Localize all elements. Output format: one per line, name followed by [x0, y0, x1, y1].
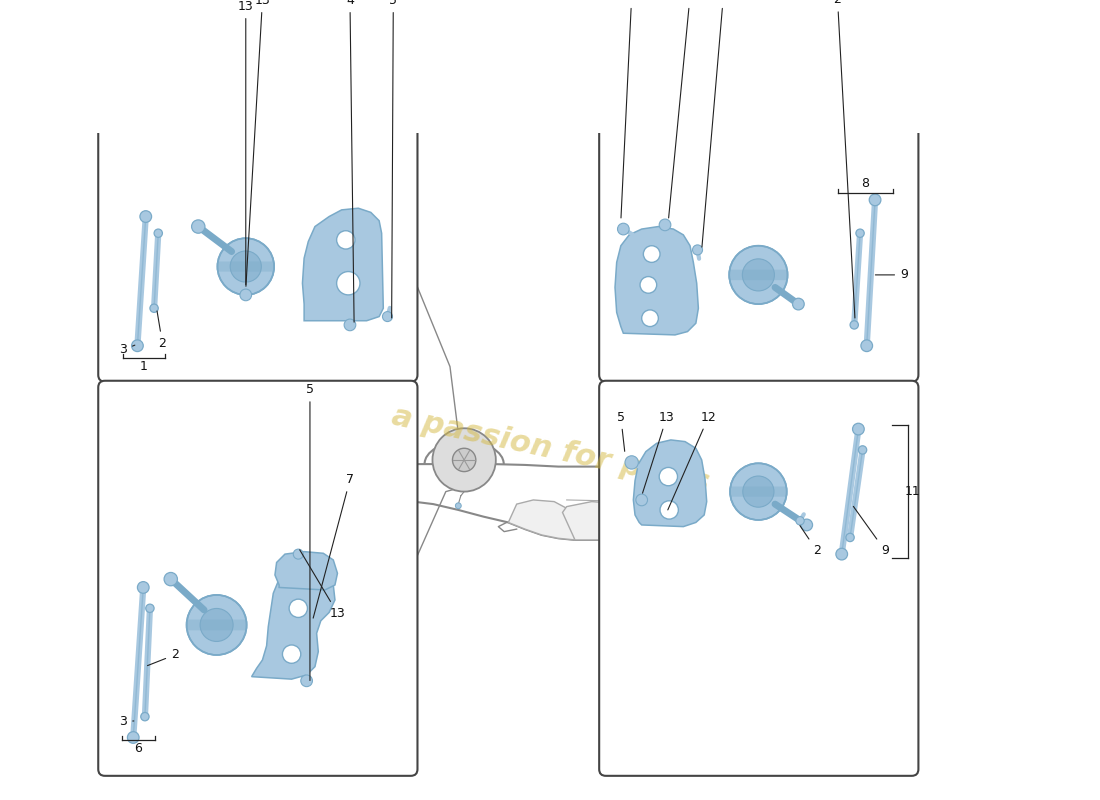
Circle shape — [150, 304, 158, 313]
Circle shape — [200, 609, 233, 642]
Circle shape — [625, 456, 638, 469]
Circle shape — [792, 298, 804, 310]
Circle shape — [128, 732, 139, 743]
Text: a passion for parts: a passion for parts — [388, 402, 712, 498]
Circle shape — [730, 463, 786, 520]
Circle shape — [187, 595, 246, 655]
Circle shape — [636, 494, 648, 506]
Circle shape — [294, 549, 304, 559]
Circle shape — [617, 223, 629, 235]
Circle shape — [146, 604, 154, 613]
Circle shape — [693, 245, 703, 255]
Text: 11: 11 — [904, 485, 920, 498]
FancyBboxPatch shape — [98, 0, 418, 382]
Circle shape — [627, 426, 693, 494]
Circle shape — [858, 446, 867, 454]
Circle shape — [729, 246, 788, 304]
Polygon shape — [271, 460, 767, 540]
FancyBboxPatch shape — [187, 619, 246, 630]
Polygon shape — [508, 500, 575, 540]
Circle shape — [383, 311, 393, 322]
Text: 13: 13 — [642, 410, 674, 493]
Circle shape — [659, 219, 671, 230]
Circle shape — [856, 229, 865, 238]
Text: 1: 1 — [140, 360, 148, 373]
Circle shape — [300, 675, 312, 686]
Text: 9: 9 — [854, 506, 889, 557]
Circle shape — [659, 467, 678, 486]
Circle shape — [640, 277, 657, 294]
Circle shape — [140, 210, 152, 222]
Circle shape — [850, 321, 858, 329]
Text: 9: 9 — [876, 268, 907, 282]
Text: 5: 5 — [621, 0, 636, 218]
Text: 13: 13 — [299, 550, 345, 620]
Circle shape — [869, 194, 881, 206]
Circle shape — [191, 220, 205, 234]
Polygon shape — [641, 504, 690, 538]
Text: 12: 12 — [668, 410, 716, 510]
Circle shape — [344, 319, 355, 330]
Polygon shape — [302, 208, 383, 321]
Circle shape — [742, 476, 774, 507]
Circle shape — [138, 582, 150, 594]
Circle shape — [452, 448, 476, 472]
Circle shape — [141, 713, 150, 721]
Polygon shape — [615, 226, 698, 335]
Circle shape — [846, 534, 855, 542]
Circle shape — [240, 289, 252, 301]
Circle shape — [796, 517, 804, 525]
Circle shape — [852, 423, 865, 435]
Circle shape — [154, 229, 163, 238]
Circle shape — [836, 548, 848, 560]
Polygon shape — [275, 552, 338, 590]
Circle shape — [455, 503, 461, 509]
Text: 6: 6 — [134, 742, 142, 755]
Circle shape — [283, 645, 300, 663]
FancyBboxPatch shape — [729, 270, 788, 280]
Circle shape — [132, 340, 143, 351]
Circle shape — [337, 271, 360, 295]
Text: 10: 10 — [702, 0, 732, 247]
Circle shape — [801, 519, 813, 530]
Polygon shape — [562, 502, 641, 540]
Polygon shape — [634, 440, 706, 526]
Text: 3: 3 — [119, 343, 135, 357]
Circle shape — [289, 599, 308, 618]
Text: 13: 13 — [669, 0, 697, 218]
Circle shape — [641, 310, 659, 326]
Text: 3: 3 — [119, 715, 134, 728]
Text: 2: 2 — [157, 311, 166, 350]
FancyBboxPatch shape — [600, 381, 918, 776]
Circle shape — [742, 259, 774, 291]
Circle shape — [432, 428, 496, 492]
FancyBboxPatch shape — [98, 381, 418, 776]
Polygon shape — [252, 566, 336, 679]
Text: 8: 8 — [861, 177, 869, 190]
Circle shape — [230, 251, 262, 282]
Circle shape — [337, 230, 355, 249]
Circle shape — [660, 501, 679, 519]
Circle shape — [644, 246, 660, 262]
FancyBboxPatch shape — [600, 0, 918, 382]
Text: 5: 5 — [389, 0, 397, 318]
Text: 13: 13 — [238, 0, 254, 285]
Text: 13: 13 — [246, 0, 271, 286]
Text: 5: 5 — [617, 410, 625, 451]
Circle shape — [861, 340, 872, 351]
Text: 5: 5 — [306, 383, 313, 681]
Circle shape — [164, 573, 177, 586]
Text: 7: 7 — [314, 474, 354, 618]
Text: 2: 2 — [800, 526, 821, 557]
Text: DOLPARTS
1985: DOLPARTS 1985 — [783, 679, 884, 721]
Text: 4: 4 — [346, 0, 354, 322]
FancyBboxPatch shape — [730, 486, 786, 497]
Text: 2: 2 — [147, 648, 179, 666]
Circle shape — [648, 447, 672, 473]
FancyBboxPatch shape — [218, 262, 274, 272]
Circle shape — [218, 238, 274, 295]
Text: 2: 2 — [834, 0, 855, 318]
Circle shape — [653, 498, 660, 505]
